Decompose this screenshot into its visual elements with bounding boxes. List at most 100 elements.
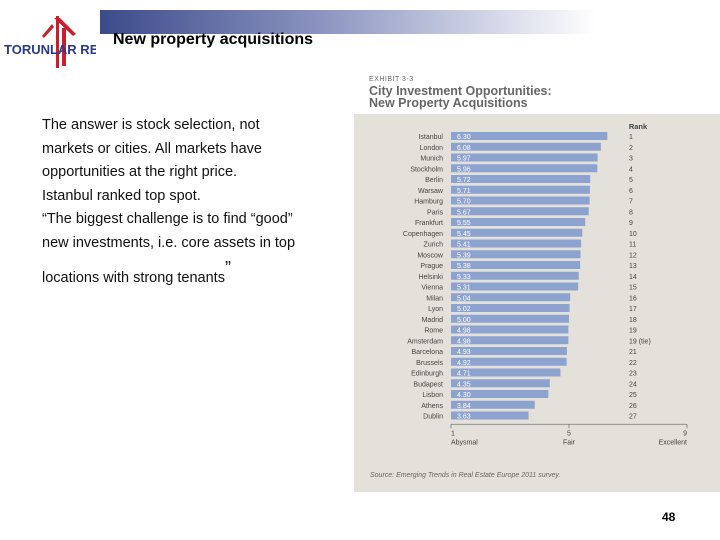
- value-label: 5.31: [457, 285, 471, 292]
- bar: [451, 261, 581, 269]
- value-label: 5.67: [457, 209, 471, 216]
- value-label: 4.35: [457, 381, 471, 388]
- rank-label: 13: [629, 263, 637, 270]
- bar-chart: Rank Istanbul 6.30 1 London 6.08 2 Munich 5.97 3 S…: [403, 122, 688, 446]
- svg-text:TORUNLAR REIC: TORUNLAR REIC: [4, 42, 96, 57]
- category-label: Amsterdam: [407, 338, 443, 345]
- rank-header: Rank: [629, 122, 648, 131]
- body-line: new investments, i.e. core assets in top: [42, 234, 296, 251]
- bar: [451, 164, 598, 173]
- chart-source: Source: Emerging Trends in Real Estate E…: [370, 472, 561, 479]
- value-label: 5.33: [457, 274, 471, 281]
- bar: [451, 379, 550, 388]
- value-label: 5.45: [457, 231, 471, 238]
- chart-subtitle: New Property Acquisitions: [369, 96, 528, 110]
- body-line: Istanbul ranked top spot.: [42, 187, 201, 204]
- category-label: Helsinki: [418, 274, 443, 281]
- value-label: 5.00: [457, 317, 471, 324]
- x-tick-name: Fair: [563, 439, 576, 446]
- x-tick-name: Excellent: [659, 439, 687, 446]
- category-label: Edinburgh: [411, 371, 443, 378]
- rank-label: 24: [629, 381, 637, 388]
- bar: [451, 347, 567, 355]
- bar: [451, 314, 569, 323]
- value-label: 5.39: [457, 252, 471, 259]
- bar: [451, 218, 586, 226]
- rank-label: 14: [629, 274, 637, 281]
- rank-label: 15: [629, 285, 637, 292]
- bar: [451, 153, 598, 162]
- category-label: Istanbul: [418, 134, 443, 141]
- bar: [451, 207, 589, 216]
- rank-label: 12: [629, 252, 637, 259]
- rank-label: 2: [629, 145, 633, 152]
- value-label: 5.04: [457, 295, 471, 302]
- rank-label: 25: [629, 392, 637, 399]
- closing-quote: ”: [224, 258, 231, 278]
- rank-label: 9: [629, 220, 633, 227]
- category-label: Madrid: [422, 317, 444, 324]
- category-label: Copenhagen: [403, 231, 443, 238]
- rank-label: 3: [629, 156, 633, 163]
- rank-label: 6: [629, 188, 633, 195]
- category-label: Moscow: [417, 252, 444, 259]
- bar: [451, 411, 529, 420]
- value-label: 4.71: [457, 371, 471, 378]
- category-label: Lisbon: [422, 392, 443, 399]
- rank-label: 22: [629, 360, 637, 367]
- value-label: 3.84: [457, 403, 471, 410]
- category-label: Frankfurt: [415, 220, 443, 227]
- value-label: 5.72: [457, 177, 471, 184]
- rank-label: 21: [629, 349, 637, 356]
- category-label: Munich: [420, 156, 443, 163]
- category-label: Zurich: [424, 242, 444, 249]
- rank-label: 19: [629, 328, 637, 335]
- bar: [451, 196, 590, 205]
- page-number: 48: [662, 510, 676, 524]
- category-label: Dublin: [423, 414, 443, 421]
- x-tick-name: Abysmal: [451, 439, 478, 446]
- value-label: 5.55: [457, 220, 471, 227]
- category-label: Lyon: [428, 306, 443, 313]
- value-label: 4.30: [457, 392, 471, 399]
- value-label: 5.41: [457, 242, 471, 249]
- company-logo: TORUNLAR REIC: [4, 16, 96, 68]
- bar: [451, 325, 569, 334]
- value-label: 5.38: [457, 263, 471, 270]
- rank-label: 8: [629, 209, 633, 216]
- exhibit-label: EXHIBIT 3-3: [369, 76, 414, 83]
- title-bar-gradient: [100, 10, 720, 34]
- category-label: Prague: [420, 263, 443, 270]
- bar: [451, 228, 583, 237]
- category-label: London: [420, 145, 443, 152]
- x-tick-label: 1: [451, 430, 455, 437]
- bar: [451, 250, 581, 259]
- rank-label: 19 (tie): [629, 338, 651, 345]
- rank-label: 5: [629, 177, 633, 184]
- body-line: locations with strong tenants: [42, 270, 225, 286]
- category-label: Brussels: [416, 360, 443, 367]
- bar: [451, 336, 569, 345]
- value-label: 3.63: [457, 414, 471, 421]
- value-label: 5.96: [457, 166, 471, 173]
- rank-label: 26: [629, 403, 637, 410]
- chart-title-line: City Investment Opportunities:: [369, 84, 552, 98]
- value-label: 6.30: [457, 134, 471, 141]
- bar: [451, 282, 579, 291]
- x-tick-label: 9: [683, 430, 687, 437]
- value-label: 4.98: [457, 338, 471, 345]
- rank-label: 10: [629, 231, 637, 238]
- rank-label: 27: [629, 414, 637, 421]
- bar: [451, 239, 582, 248]
- category-label: Hamburg: [414, 199, 443, 206]
- category-label: Barcelona: [411, 349, 443, 356]
- category-label: Rome: [424, 328, 443, 335]
- body-line-last: locations with strong tenants”: [42, 258, 342, 291]
- category-label: Stockholm: [410, 166, 443, 173]
- chart-title: City Investment Opportunities: New Prope…: [369, 84, 552, 110]
- body-line: “The biggest challenge is to find “good”: [42, 211, 293, 227]
- value-label: 5.97: [457, 156, 471, 163]
- rank-label: 17: [629, 306, 637, 313]
- value-label: 4.93: [457, 349, 471, 356]
- slide-title: New property acquisitions: [113, 31, 314, 48]
